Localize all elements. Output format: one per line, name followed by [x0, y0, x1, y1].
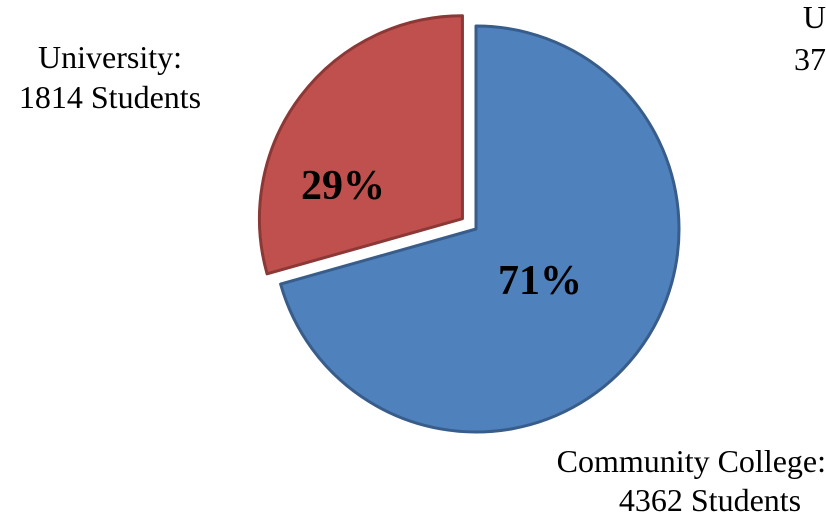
pie-slice-university: [257, 14, 464, 276]
category-label-community-college-line-2: 4362 Students: [619, 482, 801, 518]
percent-label-community-college: 71%: [498, 258, 582, 304]
category-label-university-line-2: 1814 Students: [19, 79, 201, 115]
pie-slices: [257, 14, 681, 434]
clipped-label-fragment-1: U: [803, 0, 826, 35]
category-label-university-line-1: University:: [38, 39, 182, 75]
clipped-label-fragment-2: 37: [794, 41, 826, 77]
category-label-community-college-line-1: Community College:: [557, 443, 826, 479]
pie-labels: 71% Community College:4362 Students 29% Uni…: [19, 0, 826, 518]
pie-slice-community-college: [279, 24, 681, 434]
percent-label-university: 29%: [301, 163, 385, 209]
